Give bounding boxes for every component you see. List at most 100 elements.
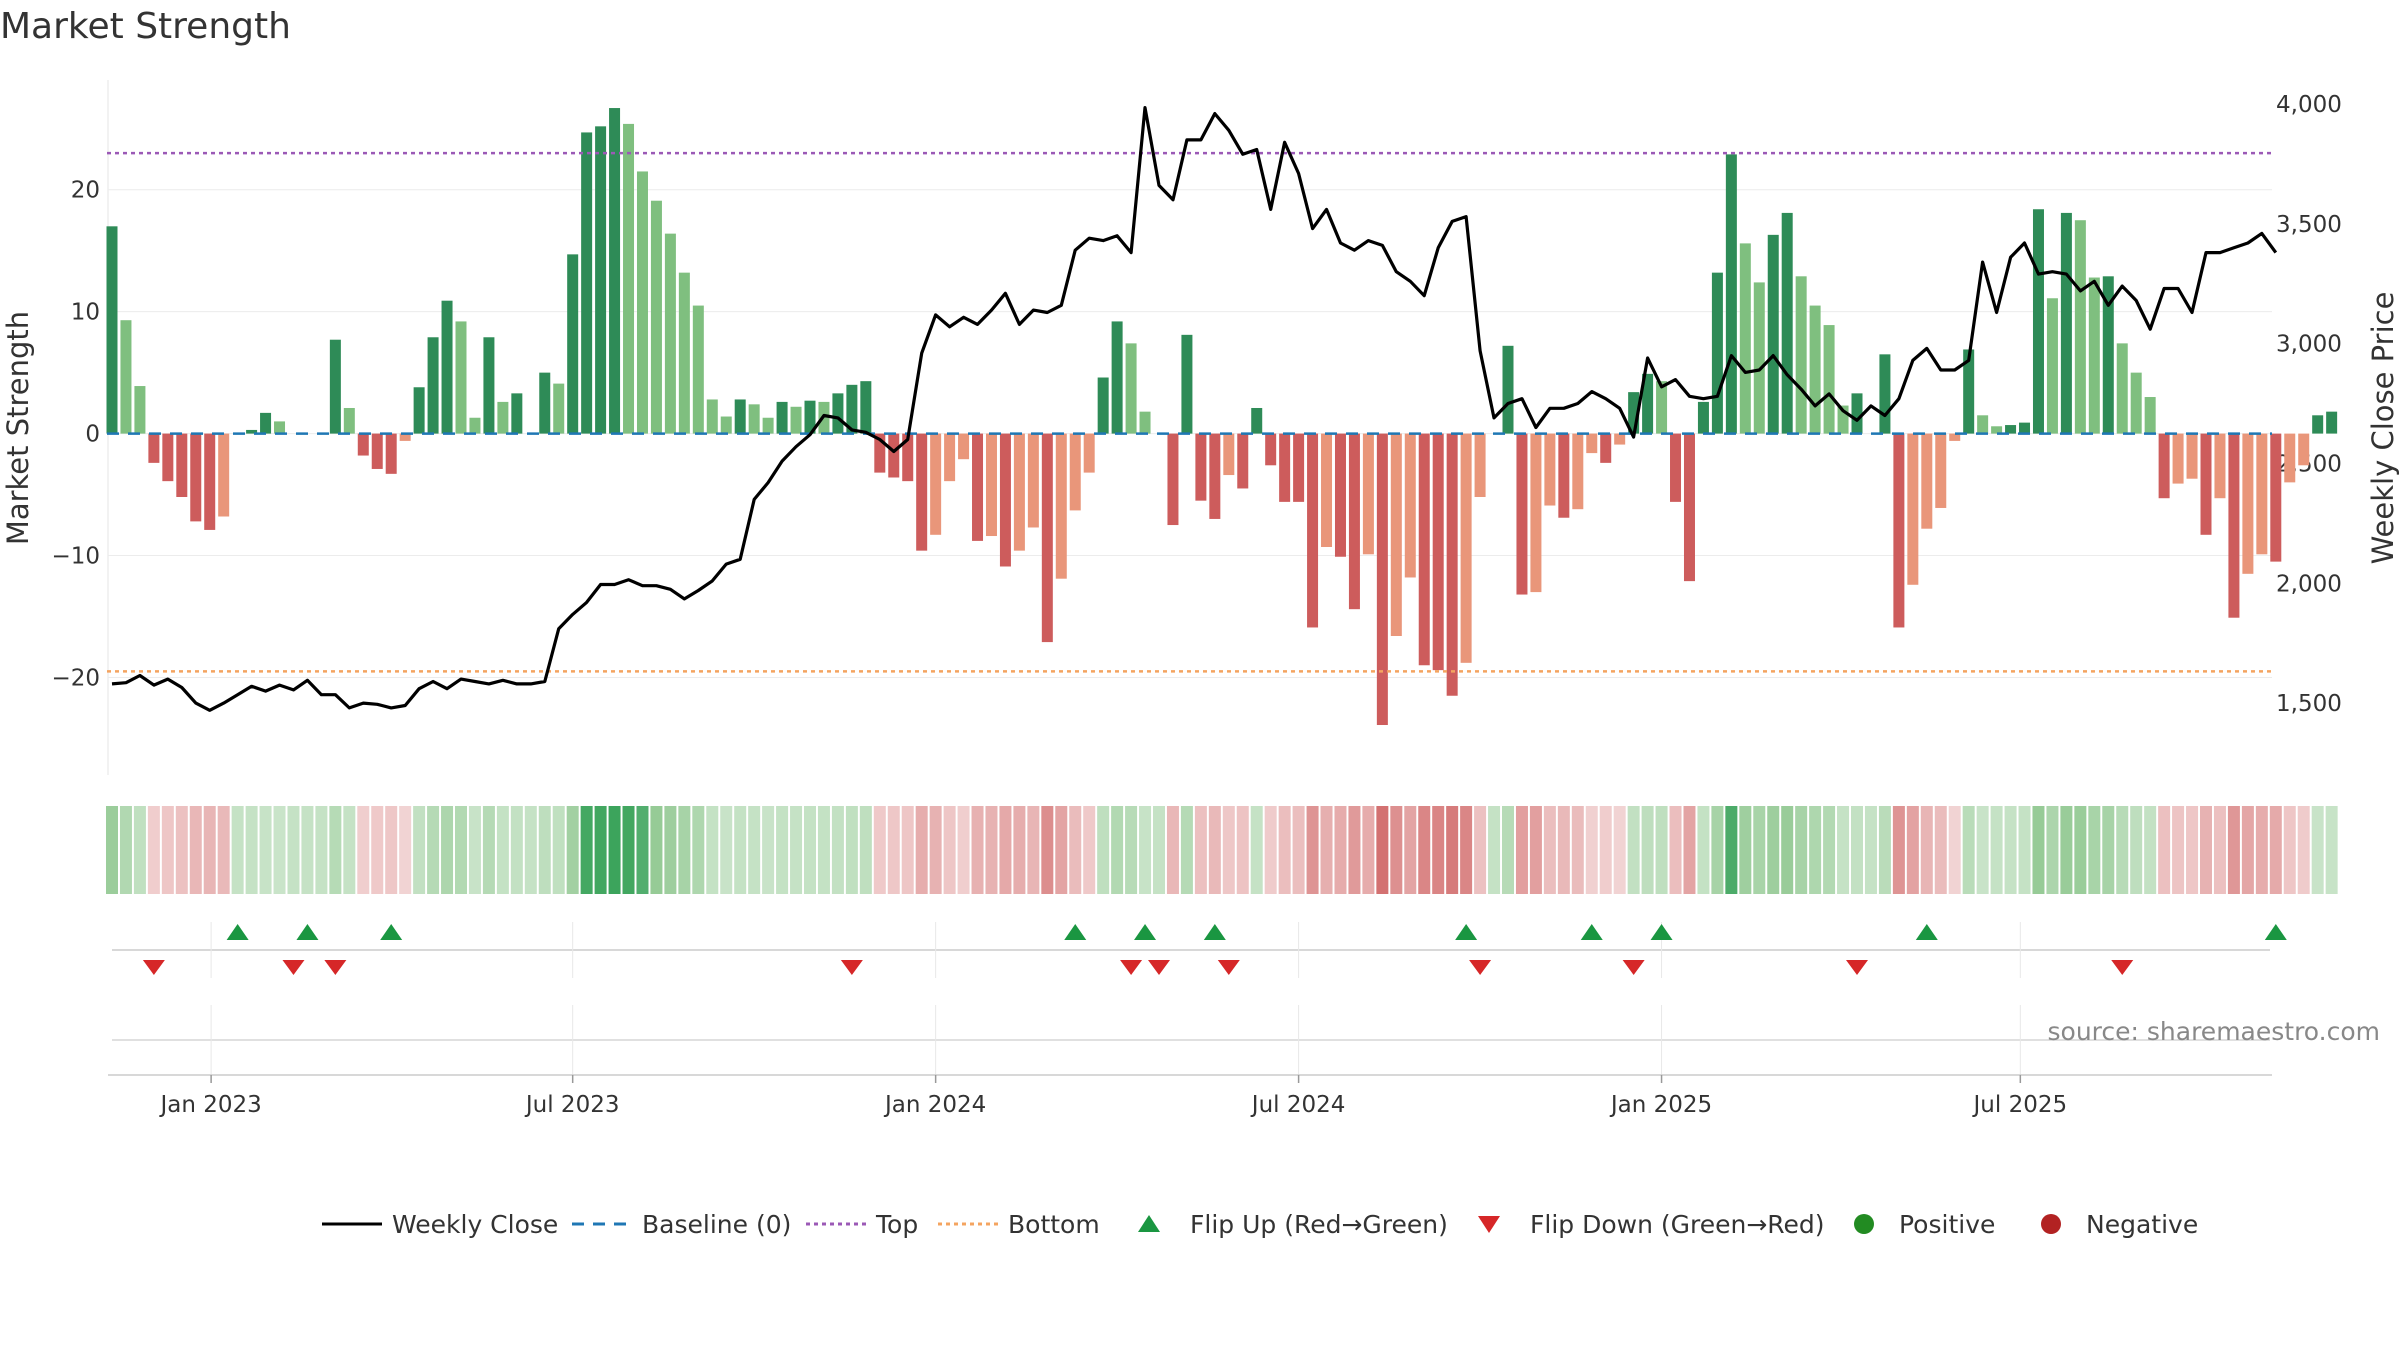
heat-cell [538,806,551,894]
heat-cell [1292,806,1305,894]
legend-label: Weekly Close [392,1210,558,1239]
heat-cell [790,806,803,894]
x-tick-label: Jul 2023 [524,1092,620,1118]
heat-cell [455,806,467,894]
heat-cell [524,806,537,894]
strength-bar [1697,401,1709,434]
heat-cell [2018,806,2031,894]
right-tick-label: 3,000 [2276,332,2342,358]
legend-swatch [2041,1214,2061,1234]
strength-bar [1237,433,1249,489]
heat-cell [468,806,481,894]
strength-bar [1572,433,1584,510]
heat-cell [1795,806,1808,894]
strength-bar [1195,433,1207,501]
heat-cell [2144,806,2157,894]
strength-bar [1586,433,1598,454]
heat-cell [1069,806,1082,894]
heat-cell [1809,806,1822,894]
heat-cell [1055,806,1068,894]
heat-cell [1083,806,1096,894]
strength-bar [1837,405,1849,434]
heat-cell [399,806,412,894]
strength-bar [1949,433,1961,441]
chart-title: Market Strength [0,6,291,47]
heat-cell [1320,806,1333,894]
strength-bar [413,387,425,434]
legend-label: Flip Up (Red→Green) [1190,1210,1448,1239]
strength-bar [1390,433,1402,636]
left-tick-label: −10 [51,544,100,570]
strength-bar [650,200,662,434]
legend-swatch [1138,1215,1160,1232]
heat-cell [692,806,705,894]
strength-bar [930,433,942,535]
strength-bar [2228,433,2240,618]
heat-cell [1711,806,1724,894]
heat-cell [929,806,942,894]
heat-cell [1948,806,1961,894]
heat-cell [1278,806,1291,894]
strength-bar [1767,234,1779,434]
heat-cell [1697,806,1710,894]
heat-cell [2116,806,2129,894]
strength-bar [2242,433,2254,574]
strength-bar [1795,276,1807,434]
x-tick-label: Jul 2025 [1972,1092,2068,1118]
heat-cell [887,806,900,894]
strength-bar [1711,272,1723,434]
strength-bar [1809,305,1821,434]
heat-cell [1892,806,1905,894]
left-tick-label: 20 [71,178,100,204]
strength-bar [972,433,984,541]
strength-bar [1502,345,1514,434]
strength-bar [1893,433,1905,628]
heat-cell [804,806,816,894]
flip-up-marker [1064,924,1087,940]
strength-bar [1516,433,1528,595]
strength-bar [706,399,718,434]
heat-cell [2283,806,2296,894]
heat-cell [1613,806,1626,894]
heat-cell [720,806,733,894]
strength-bar [2032,209,2044,434]
strength-bar [1055,433,1067,579]
flip-down-marker [324,960,347,975]
heat-cell [1502,806,1514,894]
heat-cell [2311,806,2324,894]
heat-cell [1432,806,1445,894]
flip-up-marker [1580,924,1603,940]
strength-bar [664,233,676,434]
heat-cell [915,806,928,894]
strength-bar [1013,433,1025,551]
strength-bar [2116,343,2128,434]
strength-bar [916,433,928,551]
strength-bar [944,433,956,482]
flip-down-marker [1217,960,1240,975]
heat-cell [231,806,244,894]
heat-cell [566,806,579,894]
heat-cell [2213,806,2226,894]
strength-bar [1544,433,1556,506]
heat-cell [1599,806,1612,894]
strength-bar [1265,433,1277,466]
heat-cell [133,806,146,894]
left-tick-label: −20 [51,665,100,691]
heat-cell [385,806,398,894]
strength-bar [2172,433,2184,484]
strength-bar [999,433,1011,567]
heat-cell [2074,806,2087,894]
heat-cell [985,806,998,894]
flip-down-marker [1148,960,1170,975]
heat-cell [2200,806,2212,894]
heat-cell [510,806,523,894]
strength-bar [1111,321,1123,434]
heat-cell [441,806,454,894]
flip-down-marker [1469,960,1492,975]
strength-bar [1725,154,1737,434]
heat-cell [1362,806,1375,894]
heat-cell [1837,806,1850,894]
flip-up-marker [1455,924,1478,940]
heat-cell [1990,806,2003,894]
strength-bar [1851,393,1863,434]
